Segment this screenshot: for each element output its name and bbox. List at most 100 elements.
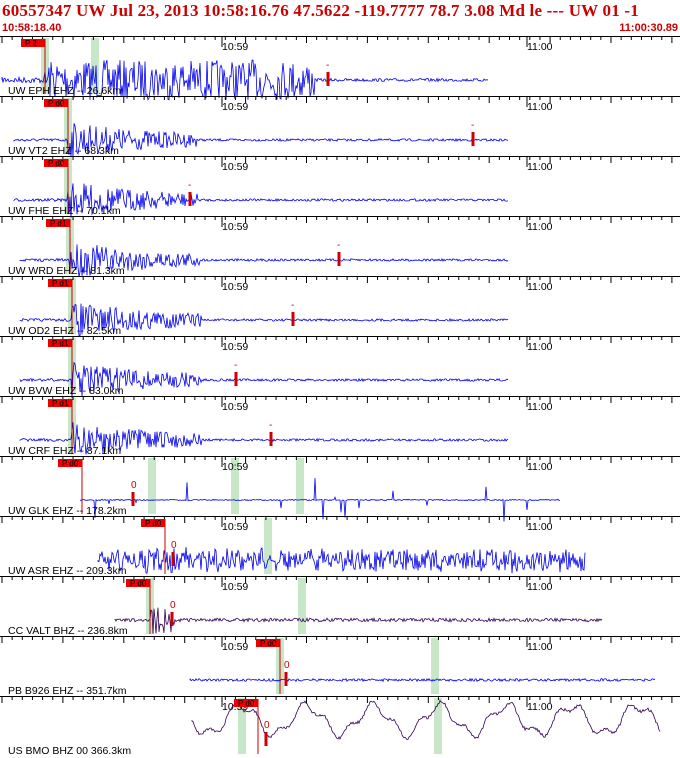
station-label: UW EPH EHZ -- 26.6km — [8, 85, 121, 97]
station-label: UW OD2 EHZ -- 82.5km — [8, 325, 121, 337]
minute-label: 11:00 — [527, 221, 553, 233]
pick-label: - — [188, 180, 191, 191]
phase-box — [126, 579, 150, 587]
trace-panel: 10:59 11:00 P d0 0 PB B926 EHZ -- 351.7km — [0, 636, 680, 697]
pick-label: 0 — [131, 480, 137, 491]
arrival-band — [91, 38, 99, 94]
trace-panel: 10:59 11:00 P d1 - UW CRF EHZ -- 87.1km — [0, 396, 680, 457]
phase-label: P d0 — [62, 459, 79, 468]
arrival-band — [231, 458, 239, 514]
trace-panel: 10:59 11:00 P 2 - UW EPH EHZ -- 26.6km — [0, 36, 680, 101]
pick-label: - — [269, 420, 272, 431]
minute-label: 10:59 — [222, 581, 248, 593]
station-label: UW FHE EHZ -- 70.1km — [8, 205, 121, 217]
waveform — [1, 59, 489, 101]
arrival-band — [264, 518, 272, 574]
phase-box — [48, 399, 72, 407]
station-label: UW GLK EHZ -- 178.2km — [8, 505, 127, 517]
phase-box — [44, 99, 68, 107]
minute-label: 11:00 — [527, 281, 553, 293]
waveform — [191, 699, 661, 741]
waveform — [79, 478, 560, 522]
pick-marker — [284, 672, 288, 686]
waveform — [19, 303, 509, 338]
phase-label: P d1 — [50, 219, 67, 228]
pick-marker — [170, 612, 174, 626]
minute-label: 10:59 — [222, 101, 248, 113]
arrival-band — [238, 698, 246, 754]
phase-label: P d1 — [52, 279, 69, 288]
phase-label: P d0 — [260, 639, 277, 648]
pick-marker — [188, 192, 192, 206]
pick-marker — [234, 372, 238, 386]
pick-marker — [264, 732, 268, 746]
pick-label: - — [326, 60, 329, 71]
phase-label: P d1 — [52, 399, 69, 408]
waveform — [114, 607, 603, 634]
end-time: 11:00:30.89 — [619, 22, 678, 34]
station-label: UW ASR EHZ -- 209.3km — [8, 565, 127, 577]
minute-label: 11:00 — [527, 401, 553, 413]
minute-label: 10:59 — [222, 521, 248, 533]
minute-label: 10:59 — [222, 161, 248, 173]
phase-box — [234, 699, 258, 707]
arrival-band — [148, 458, 156, 514]
trace-panel: 10:59 11:00 P d0 0 UW GLK EHZ -- 178.2km — [0, 456, 680, 522]
minute-label: 11:00 — [527, 101, 553, 113]
phase-label: P d1 — [52, 339, 69, 348]
minute-label: 10:59 — [222, 221, 248, 233]
pick-marker — [171, 552, 175, 566]
phase-box — [46, 219, 70, 227]
phase-label: P 2 — [25, 39, 37, 48]
minute-label: 10:59 — [222, 41, 248, 53]
pick-marker — [291, 312, 295, 326]
trace-panel: 10:59 11:00 P d0 0 UW ASR EHZ -- 209.3km — [0, 516, 680, 577]
waveform — [13, 123, 509, 158]
pick-marker — [269, 432, 273, 446]
trace-panel: 10:59 11:00 P d0 - UW FHE EHZ -- 70.1km — [0, 156, 680, 218]
arrival-band — [296, 458, 304, 514]
pick-label: - — [291, 300, 294, 311]
minute-label: 10:59 — [222, 341, 248, 353]
station-label: US BMO BHZ 00 366.3km — [8, 745, 131, 757]
trace-panel: 10:59 11:00 P d1 - UW OD2 EHZ -- 82.5km — [0, 276, 680, 338]
station-label: UW BVW EHZ -- 83.0km — [8, 385, 124, 397]
minute-label: 10:59 — [222, 461, 248, 473]
waveform — [19, 422, 509, 455]
pick-label: 0 — [264, 720, 270, 731]
pick-label: 0 — [170, 600, 176, 611]
phase-label: P d0 — [48, 159, 65, 168]
phase-label: P d0 — [130, 579, 147, 588]
pick-label: 0 — [284, 660, 290, 671]
phase-box — [48, 279, 72, 287]
trace-panel: 10:59 11:00 P d0 - UW VT2 EHZ -- 68.3km — [0, 96, 680, 158]
minute-label: 11:00 — [527, 161, 553, 173]
pick-marker — [471, 132, 475, 146]
pick-marker — [337, 252, 341, 266]
pick-label: - — [234, 360, 237, 371]
phase-label: P d0 — [145, 519, 162, 528]
minute-label: 11:00 — [527, 521, 553, 533]
trace-panel: 10:59 11:00 P d1 - UW WRD EHZ -- 81.3km — [0, 216, 680, 277]
phase-box — [48, 339, 72, 347]
station-label: CC VALT BHZ -- 236.8km — [8, 625, 128, 637]
phase-label: P d0 — [238, 699, 255, 708]
pick-label: - — [337, 240, 340, 251]
phase-box — [44, 159, 68, 167]
waveform — [13, 183, 509, 218]
waveform — [97, 547, 586, 574]
minute-label: 10:59 — [222, 281, 248, 293]
station-label: UW WRD EHZ -- 81.3km — [8, 265, 125, 277]
waveform — [189, 677, 656, 683]
pick-marker — [131, 492, 135, 506]
station-label: PB B926 EHZ -- 351.7km — [8, 685, 127, 697]
pick-label: 0 — [171, 540, 177, 551]
trace-panel: 10:59 11:00 P d1 - UW BVW EHZ -- 83.0km — [0, 336, 680, 399]
waveform — [19, 244, 509, 277]
phase-box — [58, 459, 82, 467]
minute-label: 11:00 — [527, 341, 553, 353]
minute-label: 11:00 — [527, 641, 553, 653]
arrival-band — [298, 578, 306, 634]
arrival-band — [434, 698, 442, 754]
